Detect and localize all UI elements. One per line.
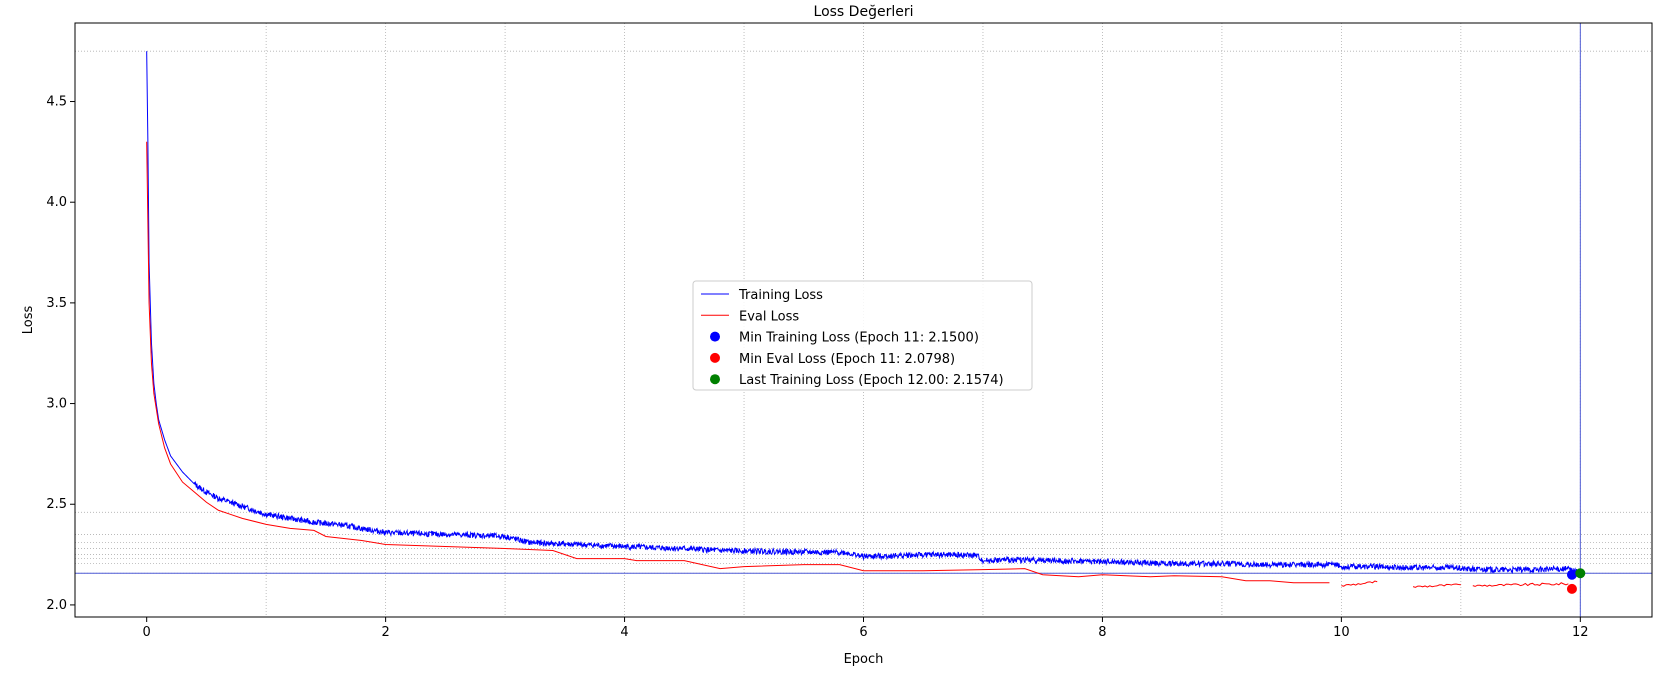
legend-last-training-loss-swatch [710,374,720,385]
x-tick-label: 6 [859,625,867,640]
x-axis-label: Epoch [844,652,884,667]
eval-loss-line-segment [1341,580,1378,587]
training-loss-line [146,51,1581,575]
y-axis: 2.0 2.5 3.0 3.5 4.0 4.5 [46,95,75,613]
markers [1566,568,1586,594]
min-training-loss-marker [1566,569,1577,580]
min-eval-loss-marker [1566,583,1577,594]
last-training-loss-marker [1575,568,1586,579]
legend-min-training-loss-label: Min Training Loss (Epoch 11: 2.1500) [739,331,979,346]
x-tick-label: 0 [143,625,151,640]
legend-min-training-loss-swatch [710,331,720,342]
eval-loss-line-segment [1412,583,1461,588]
legend-last-training-loss-label: Last Training Loss (Epoch 12.00: 2.1574) [739,373,1004,388]
x-tick-label: 10 [1333,625,1350,640]
legend-min-eval-loss-swatch [710,352,720,363]
eval-loss-line [146,141,1330,584]
y-tick-label: 3.0 [46,397,67,412]
legend: Training Loss Eval Loss Min Training Loss … [692,280,1033,391]
y-tick-label: 2.5 [46,497,67,512]
reference-lines [75,23,1652,617]
legend-training-loss-label: Training Loss [738,288,823,303]
y-tick-label: 2.0 [46,598,67,613]
y-tick-label: 3.5 [46,296,67,311]
x-tick-label: 2 [381,625,389,640]
grid [75,23,1652,617]
x-tick-label: 8 [1098,625,1106,640]
legend-eval-loss-label: Eval Loss [739,309,799,324]
x-tick-label: 4 [620,625,628,640]
eval-loss-line-segment [1472,582,1569,587]
x-tick-label: 12 [1572,625,1589,640]
chart-title: Loss Değerleri [814,4,914,20]
legend-min-eval-loss-label: Min Eval Loss (Epoch 11: 2.0798) [739,352,955,367]
y-tick-label: 4.5 [46,95,67,110]
y-axis-label: Loss [21,306,36,335]
legend-box [692,280,1033,391]
x-axis: 0 2 4 6 8 10 12 [143,617,1589,640]
series [146,51,1581,588]
y-tick-label: 4.0 [46,195,67,210]
